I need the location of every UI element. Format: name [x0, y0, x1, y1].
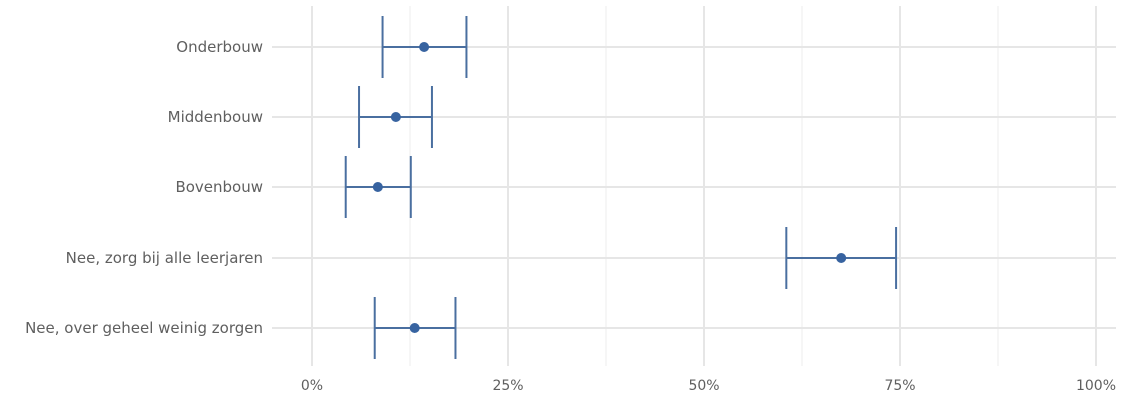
data-point — [419, 42, 430, 52]
x-tick-labels: 0% 25% 50% 75% 100% — [301, 378, 1116, 394]
category-label: Nee, over geheel weinig zorgen — [25, 319, 263, 337]
category-label: Onderbouw — [176, 38, 263, 56]
x-tick-label: 100% — [1076, 378, 1116, 394]
data-point — [836, 253, 847, 263]
category-label: Bovenbouw — [175, 178, 263, 196]
category-labels: Onderbouw Middenbouw Bovenbouw Nee, zorg bi… — [25, 38, 263, 337]
x-tick-label: 75% — [884, 378, 915, 394]
data-point — [390, 112, 401, 122]
data-point — [372, 182, 383, 192]
category-label: Nee, zorg bij alle leerjaren — [66, 249, 263, 267]
data-marks — [344, 16, 898, 359]
data-point — [409, 323, 420, 333]
x-tick-label: 25% — [492, 378, 523, 394]
x-tick-label: 0% — [301, 378, 323, 394]
x-tick-label: 50% — [688, 378, 719, 394]
category-label: Middenbouw — [168, 108, 263, 126]
